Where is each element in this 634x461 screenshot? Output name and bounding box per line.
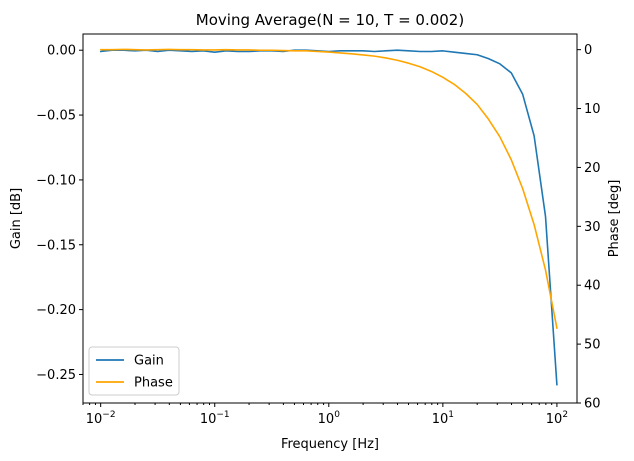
y-right-tick-label: 20 bbox=[584, 161, 601, 176]
plot-frame bbox=[82, 33, 578, 404]
y-left-tick-label: −0.25 bbox=[36, 368, 76, 383]
y-left-tick-label: −0.10 bbox=[36, 173, 76, 188]
y-right-tick-label: 50 bbox=[584, 338, 601, 353]
y-left-tick-label: −0.20 bbox=[36, 303, 76, 318]
y-left-tick-label: −0.15 bbox=[36, 238, 76, 253]
chart-title: Moving Average(N = 10, T = 0.002) bbox=[196, 11, 464, 29]
series-line-phase bbox=[99, 48, 558, 330]
y-right-tick-label: 40 bbox=[584, 279, 601, 294]
x-axis-label: Frequency [Hz] bbox=[281, 437, 379, 452]
y-axis-right-label: Phase [deg] bbox=[607, 180, 622, 258]
y-right-tick-label: 10 bbox=[584, 102, 601, 117]
legend-phase-label: Phase bbox=[134, 376, 173, 391]
x-tick-label: 101 bbox=[432, 410, 454, 427]
legend-box bbox=[88, 346, 180, 396]
plot-background bbox=[83, 34, 577, 403]
y-right-tick-label: 0 bbox=[584, 43, 592, 58]
x-tick-label: 102 bbox=[546, 410, 568, 427]
axis-ticks: 10−2 10−1 100 101 1020.00−0.05−0.10−0.15−0.2… bbox=[36, 43, 600, 427]
legend-gain-label: Gain bbox=[134, 354, 164, 369]
chart-title-text: Moving Average(N = 10, T = 0.002) bbox=[196, 11, 464, 29]
y-left-tick-label: −0.05 bbox=[36, 109, 76, 124]
y-right-tick-label: 60 bbox=[584, 397, 601, 412]
y-axis-left-label: Gain [dB] bbox=[9, 188, 24, 249]
plot-area bbox=[99, 48, 558, 386]
x-tick-label: 10−1 bbox=[200, 410, 230, 427]
y-left-tick-label: 0.00 bbox=[47, 44, 76, 59]
x-tick-label: 10−2 bbox=[86, 410, 116, 427]
y-right-tick-label: 30 bbox=[584, 220, 601, 235]
legend: Gain Phase bbox=[88, 346, 180, 396]
x-tick-label: 100 bbox=[318, 410, 341, 427]
